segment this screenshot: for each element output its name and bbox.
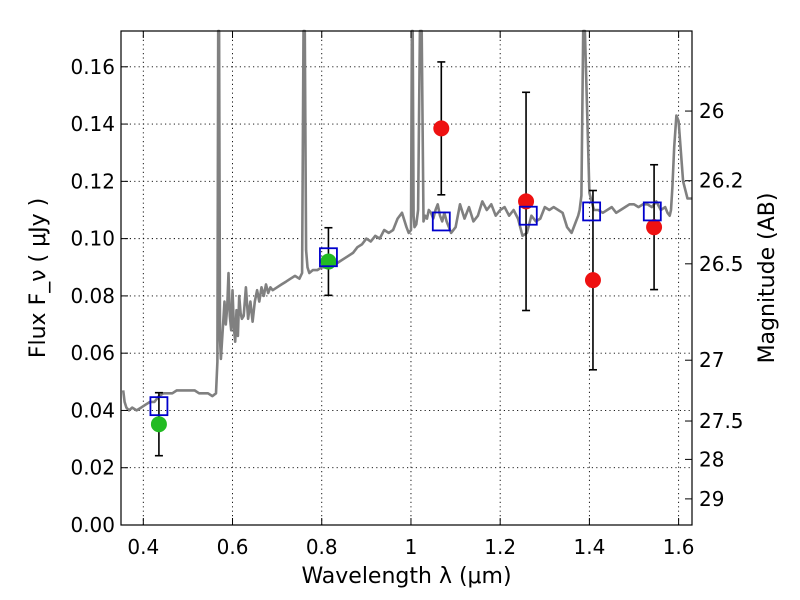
grid <box>121 31 692 526</box>
plot-frame <box>120 30 693 526</box>
green-data-point <box>150 416 167 433</box>
red-data-point <box>646 219 663 236</box>
model-spectrum-line <box>121 29 692 412</box>
model-photometry-square <box>319 247 338 268</box>
x-tick-label: 1 <box>405 535 418 559</box>
x-tick-label: 1.2 <box>484 535 516 559</box>
y-tick-label: 0.16 <box>70 55 115 79</box>
axis-ticks: 0.4 0.6 0.8 1 1.2 1.4 1.6 0.00 0.02 0.04 0.06 0.08 0… <box>70 31 744 559</box>
y-tick-label: 0.04 <box>70 398 115 422</box>
y-tick-label: 0.02 <box>70 456 115 480</box>
right-axis-label: Magnitude (AB) <box>755 193 780 364</box>
model-spectrum-layer <box>121 29 692 412</box>
data-points <box>149 120 663 433</box>
y-tick-label: 0.06 <box>70 341 115 365</box>
right-axis-tick-label: 26.5 <box>699 252 744 276</box>
right-axis-tick-label: 27 <box>699 348 724 372</box>
right-axis-tick-label: 29 <box>699 487 724 511</box>
right-axis-tick-label: 26.2 <box>699 169 744 193</box>
y-tick-label: 0.00 <box>70 513 115 537</box>
red-data-point <box>433 120 450 137</box>
x-tick-label: 0.4 <box>127 535 159 559</box>
model-photometry-square <box>518 205 538 226</box>
x-tick-label: 1.4 <box>573 535 605 559</box>
y-tick-label: 0.08 <box>70 284 115 308</box>
y-tick-label: 0.14 <box>70 112 115 136</box>
y-tick-label: 0.12 <box>70 169 115 193</box>
x-tick-label: 0.6 <box>217 535 249 559</box>
red-data-point <box>518 193 535 210</box>
right-axis-tick-label: 28 <box>699 447 724 471</box>
y-axis-label: Flux F_ν ( μJy ) <box>26 198 51 358</box>
model-photometry-square <box>642 201 662 222</box>
right-axis-tick-label: 26 <box>699 99 724 123</box>
right-axis-tick-label: 27.5 <box>699 409 744 433</box>
model-photometry-square <box>431 211 451 232</box>
green-data-point <box>320 253 337 270</box>
y-tick-label: 0.10 <box>70 227 115 251</box>
x-axis-label: Wavelength λ (μm) <box>301 564 511 589</box>
x-tick-label: 1.6 <box>663 535 695 559</box>
model-photometry-square <box>149 396 169 417</box>
red-data-point <box>584 272 601 289</box>
x-tick-label: 0.8 <box>306 535 338 559</box>
model-photometry-square <box>582 201 602 222</box>
